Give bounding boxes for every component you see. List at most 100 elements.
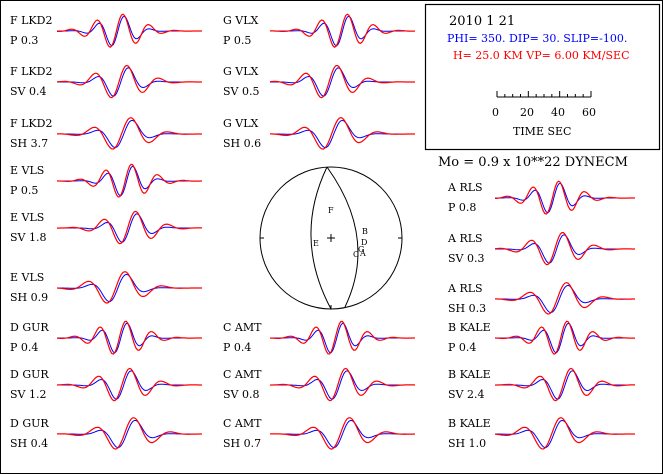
component-amplitude-label: SH 0.7 <box>223 437 261 450</box>
station-name-label: E VLS <box>10 271 44 284</box>
station-name-label: D GUR <box>10 368 49 381</box>
component-amplitude-label: SV 2.4 <box>448 388 484 401</box>
component-amplitude-label: SH 0.4 <box>10 437 48 450</box>
station-name-label: F LKD2 <box>10 65 52 78</box>
time-scale-ticks <box>496 91 592 97</box>
observed-trace <box>270 417 416 450</box>
station-panel: E VLS SV 1.8 <box>10 210 202 245</box>
nodal-plane-2 <box>326 166 359 308</box>
waveform-panels: F LKD2 P 0.3 F LKD2 SV 0.4 F LKD2 SH 3.7 E VLS… <box>10 13 635 450</box>
station-name-label: C AMT <box>223 321 262 334</box>
observed-trace <box>270 13 415 48</box>
station-panel: A RLS SV 0.3 <box>447 232 635 266</box>
observed-trace <box>269 367 416 402</box>
observed-trace <box>56 64 202 99</box>
station-name-label: G VLX <box>223 117 259 130</box>
focal-mechanism-beachball: F E B D G C A <box>259 166 403 310</box>
component-amplitude-label: P 0.4 <box>448 341 476 354</box>
component-amplitude-label: P 0.3 <box>10 34 38 47</box>
beachball-station-label: F <box>328 206 334 215</box>
event-date: 2010 1 21 <box>449 14 515 29</box>
station-panel: A RLS P 0.8 <box>447 180 635 215</box>
station-name-label: F LKD2 <box>10 117 52 130</box>
synthetic-trace <box>270 15 415 47</box>
depth-velocity: H= 25.0 KM VP= 6.00 KM/SEC <box>453 49 630 62</box>
station-panel: B KALE SH 1.0 <box>448 417 635 450</box>
observed-trace <box>269 64 415 99</box>
mechanism-parameters: PHI= 350. DIP= 30. SLIP=-100. <box>447 32 627 45</box>
station-name-label: C AMT <box>223 368 262 381</box>
station-panel: G VLX P 0.5 <box>223 13 415 48</box>
component-amplitude-label: SV 0.3 <box>448 252 484 265</box>
beachball-station-label: C <box>353 250 359 259</box>
time-tick-label: 20 <box>520 106 534 119</box>
observed-trace <box>56 271 202 304</box>
component-amplitude-label: SV 0.5 <box>223 85 259 98</box>
component-amplitude-label: SH 0.9 <box>10 291 48 304</box>
nodal-plane-1 <box>310 166 332 310</box>
station-name-label: F LKD2 <box>10 14 52 27</box>
station-name-label: A RLS <box>447 232 483 245</box>
component-amplitude-label: P 0.5 <box>10 184 38 197</box>
beachball-station-label: E <box>313 239 319 248</box>
observed-trace <box>494 367 635 402</box>
component-amplitude-label: P 0.8 <box>448 201 476 214</box>
time-tick-label: 0 <box>492 106 499 119</box>
station-name-label: C AMT <box>223 417 262 430</box>
station-name-label: A RLS <box>447 181 483 194</box>
station-name-label: D GUR <box>10 321 49 334</box>
station-panel: F LKD2 SH 3.7 <box>10 117 202 150</box>
observed-trace <box>57 117 202 150</box>
component-amplitude-label: P 0.4 <box>223 341 251 354</box>
component-amplitude-label: SV 1.2 <box>10 388 46 401</box>
station-name-label: B KALE <box>448 321 491 334</box>
observed-trace <box>269 320 415 355</box>
observed-trace <box>57 210 202 245</box>
station-panel: G VLX SV 0.5 <box>223 64 415 99</box>
component-amplitude-label: SV 0.4 <box>10 85 46 98</box>
station-panel: G VLX SH 0.6 <box>223 116 415 150</box>
station-panel: F LKD2 SV 0.4 <box>10 64 202 99</box>
info-box-frame <box>424 3 661 151</box>
mechanism-info-box: 2010 1 21 PHI= 350. DIP= 30. SLIP=-100. … <box>424 3 661 151</box>
time-scale-bar: 0 20 40 60 TIME SEC <box>492 91 596 138</box>
component-amplitude-label: SH 0.3 <box>448 302 486 315</box>
station-name-label: G VLX <box>223 65 259 78</box>
synthetic-trace <box>270 419 415 449</box>
station-name-label: G VLX <box>223 14 259 27</box>
time-axis-label: TIME SEC <box>513 125 571 138</box>
station-panel: D GUR SH 0.4 <box>10 417 202 450</box>
observed-trace <box>494 417 635 450</box>
synthetic-trace <box>57 370 202 400</box>
time-tick-label: 40 <box>551 106 565 119</box>
station-name-label: D GUR <box>10 417 49 430</box>
synthetic-trace <box>57 420 202 449</box>
observed-trace <box>270 116 415 150</box>
component-amplitude-label: SV 0.8 <box>223 388 259 401</box>
observed-trace <box>56 367 202 402</box>
beachball-station-label: A <box>359 249 366 258</box>
component-amplitude-label: SH 3.7 <box>10 137 48 150</box>
beachball-station-label: D <box>361 238 367 247</box>
station-panel: F LKD2 P 0.3 <box>10 13 202 48</box>
station-panel: B KALE P 0.4 <box>448 320 635 355</box>
observed-trace <box>57 13 202 48</box>
beachball-station-label: G <box>358 245 364 254</box>
station-name-label: A RLS <box>447 282 483 295</box>
station-panel: D GUR P 0.4 <box>10 320 202 355</box>
station-panel: E VLS SH 0.9 <box>10 271 202 304</box>
component-amplitude-label: SH 1.0 <box>448 437 486 450</box>
observed-trace <box>494 232 635 266</box>
seismic-moment: Mo = 0.9 x 10**22 DYNECM <box>438 155 628 170</box>
observed-trace <box>56 320 202 355</box>
observed-trace <box>495 281 635 315</box>
beachball-station-label: B <box>362 227 368 236</box>
station-name-label: B KALE <box>448 368 491 381</box>
station-panel: C AMT SH 0.7 <box>223 417 416 450</box>
station-name-label: E VLS <box>10 211 44 224</box>
component-amplitude-label: P 0.5 <box>223 34 251 47</box>
synthetic-trace <box>270 370 415 400</box>
station-name-label: B KALE <box>448 417 491 430</box>
